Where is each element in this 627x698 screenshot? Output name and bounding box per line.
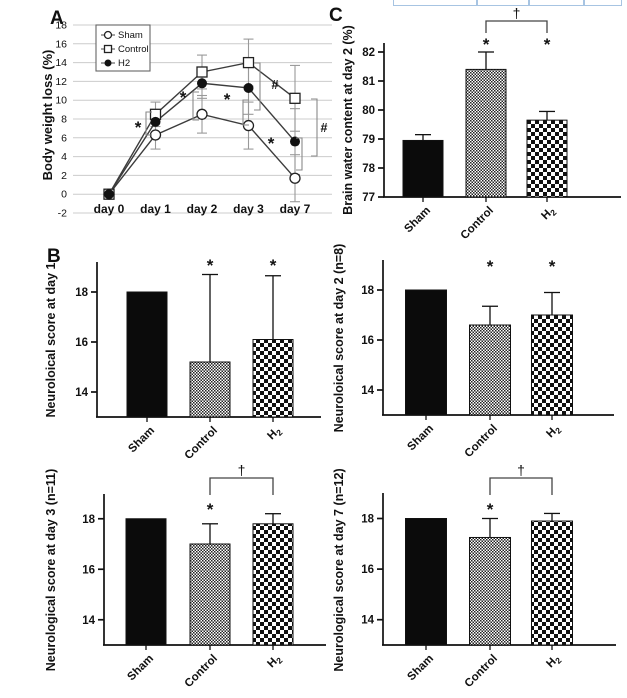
svg-text:18: 18 xyxy=(55,20,67,32)
svg-text:18: 18 xyxy=(82,514,95,526)
svg-text:Sham: Sham xyxy=(118,30,143,41)
svg-text:day 7: day 7 xyxy=(280,202,311,216)
svg-text:18: 18 xyxy=(361,514,374,526)
svg-text:*: * xyxy=(549,257,556,276)
svg-text:-2: -2 xyxy=(58,208,67,220)
svg-text:Control: Control xyxy=(459,205,496,242)
svg-text:14: 14 xyxy=(82,615,95,627)
svg-text:Neurological score at day 7 (n: Neurological score at day 7 (n=12) xyxy=(332,468,346,671)
svg-text:*: * xyxy=(207,500,214,519)
svg-text:18: 18 xyxy=(361,285,374,297)
svg-text:†: † xyxy=(513,5,521,21)
svg-text:10: 10 xyxy=(55,95,67,107)
neurological-score-day3-bar-chart: 14 16 18 * † Sham Control H2 Neurological score … xyxy=(40,458,330,698)
svg-text:H2: H2 xyxy=(265,652,284,671)
svg-text:day 2: day 2 xyxy=(187,202,218,216)
body-weight-loss-line-chart: -2 0 2 4 6 8 10 12 14 16 18 Sham Control H2 * * * * # # day … xyxy=(40,5,340,239)
svg-text:H2: H2 xyxy=(118,58,130,69)
svg-text:*: * xyxy=(483,35,490,54)
svg-text:*: * xyxy=(135,118,142,137)
svg-text:†: † xyxy=(517,462,525,478)
panel-label-a: A xyxy=(50,8,64,29)
svg-text:Control: Control xyxy=(463,653,500,690)
cropped-table-fragment xyxy=(393,0,622,6)
svg-text:16: 16 xyxy=(361,335,374,347)
neuro_day1-svg: 14 16 18 * * Sham Control H2 Neuroloical score a… xyxy=(44,256,321,458)
table-cell xyxy=(584,0,622,6)
svg-text:14: 14 xyxy=(361,615,374,627)
brain_water-svg: 77 78 79 80 81 82 * * † Sham Control H2 Brain water … xyxy=(341,5,621,242)
neuro_day2-svg: 14 16 18 * * Sham Control H2 Neuroloical score a… xyxy=(332,244,614,458)
svg-text:Control: Control xyxy=(463,423,500,458)
svg-text:78: 78 xyxy=(362,163,375,175)
svg-text:Sham: Sham xyxy=(125,653,156,684)
svg-text:Neurological score at day 3 (n: Neurological score at day 3 (n=11) xyxy=(44,469,58,672)
svg-text:16: 16 xyxy=(55,38,67,50)
svg-text:80: 80 xyxy=(362,105,375,117)
neurological-score-day7-bar-chart: 14 16 18 * † Sham Control H2 Neurological score … xyxy=(330,458,627,698)
svg-text:H2: H2 xyxy=(265,424,284,443)
panel-label-b: B xyxy=(47,246,61,267)
body_weight-svg: -2 0 2 4 6 8 10 12 14 16 18 Sham Control H2 * * * * # # day … xyxy=(40,20,332,220)
svg-text:12: 12 xyxy=(55,76,67,88)
svg-text:Body weight loss (%): Body weight loss (%) xyxy=(40,50,55,181)
svg-text:H2: H2 xyxy=(544,422,563,441)
svg-text:Brain water content at day 2 (: Brain water content at day 2 (%) xyxy=(341,25,355,215)
svg-text:*: * xyxy=(268,134,275,153)
brain-water-content-bar-chart: 77 78 79 80 81 82 * * † Sham Control H2 Brain water … xyxy=(335,0,627,242)
table-cell xyxy=(393,0,477,6)
svg-text:Control: Control xyxy=(118,44,149,55)
neurological-score-day2-bar-chart: 14 16 18 * * Sham Control H2 Neuroloical score a… xyxy=(330,243,627,458)
svg-text:*: * xyxy=(207,256,214,275)
svg-text:18: 18 xyxy=(75,287,88,299)
svg-text:*: * xyxy=(487,500,494,519)
svg-text:*: * xyxy=(224,90,231,109)
svg-text:day 3: day 3 xyxy=(233,202,264,216)
svg-text:Sham: Sham xyxy=(405,653,436,684)
svg-text:14: 14 xyxy=(75,387,88,399)
svg-text:Control: Control xyxy=(183,425,220,458)
svg-text:0: 0 xyxy=(61,189,67,201)
panel-label-c: C xyxy=(329,5,343,26)
svg-text:14: 14 xyxy=(55,57,67,69)
svg-text:6: 6 xyxy=(61,132,67,144)
svg-text:16: 16 xyxy=(361,564,374,576)
svg-text:14: 14 xyxy=(361,385,374,397)
svg-text:Neuroloical score at day 2 (n=: Neuroloical score at day 2 (n=8) xyxy=(332,244,346,433)
svg-text:*: * xyxy=(180,88,187,107)
neuro_day7-svg: 14 16 18 * † Sham Control H2 Neurological score … xyxy=(332,462,616,690)
svg-text:H2: H2 xyxy=(544,652,563,671)
svg-text:H2: H2 xyxy=(539,204,558,223)
svg-text:79: 79 xyxy=(362,134,375,146)
neuro_day3-svg: 14 16 18 * † Sham Control H2 Neurological score … xyxy=(44,462,326,690)
svg-text:Sham: Sham xyxy=(405,423,436,454)
table-cell xyxy=(477,0,529,6)
svg-text:81: 81 xyxy=(362,76,375,88)
svg-text:*: * xyxy=(544,35,551,54)
svg-text:Neuroloical score at day 1: Neuroloical score at day 1 xyxy=(44,262,58,417)
neurological-score-day1-bar-chart: 14 16 18 * * Sham Control H2 Neuroloical score a… xyxy=(40,243,330,458)
svg-text:77: 77 xyxy=(362,192,375,204)
svg-text:Control: Control xyxy=(183,653,220,690)
svg-text:*: * xyxy=(487,257,494,276)
svg-text:Sham: Sham xyxy=(126,425,157,456)
svg-text:day 1: day 1 xyxy=(140,202,171,216)
svg-text:8: 8 xyxy=(61,114,67,126)
table-cell xyxy=(529,0,584,6)
svg-text:4: 4 xyxy=(61,151,67,163)
svg-text:16: 16 xyxy=(75,337,88,349)
svg-text:2: 2 xyxy=(61,170,67,182)
svg-text:#: # xyxy=(321,121,328,135)
svg-text:Sham: Sham xyxy=(402,205,433,236)
svg-text:16: 16 xyxy=(82,564,95,576)
svg-text:82: 82 xyxy=(362,47,375,59)
svg-text:*: * xyxy=(270,256,277,275)
svg-text:†: † xyxy=(238,462,246,478)
svg-text:#: # xyxy=(272,78,279,92)
svg-text:day 0: day 0 xyxy=(94,202,125,216)
